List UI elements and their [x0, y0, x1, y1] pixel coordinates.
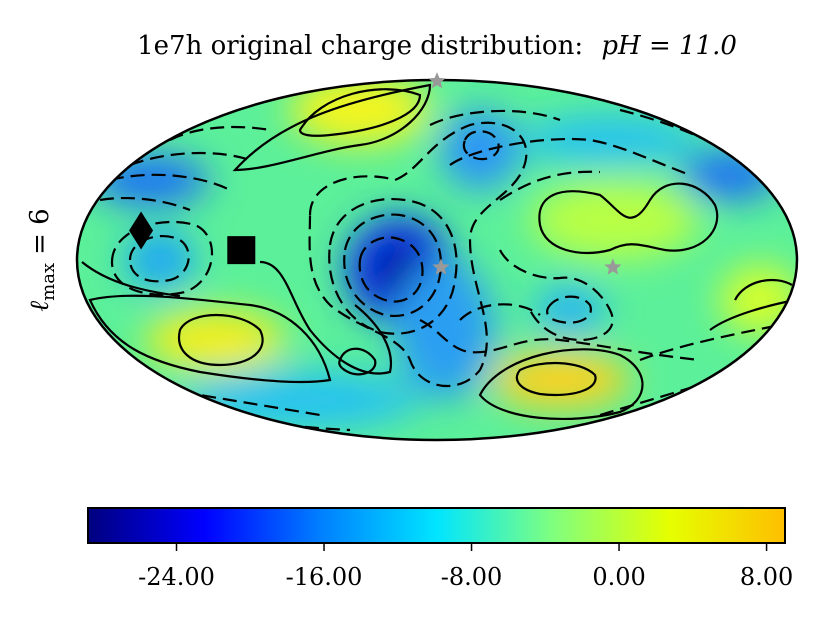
- colorbar-tick-label: -24.00: [138, 563, 215, 591]
- contour-dashed: [546, 295, 592, 324]
- contour-dashed: [459, 303, 541, 321]
- colorbar-ticks: -24.00 -16.00 -8.00 0.00 8.00: [138, 543, 793, 591]
- heatmap-blob: [440, 110, 520, 190]
- contour-dashed: [109, 173, 231, 191]
- square-marker: [227, 236, 256, 265]
- contour-lines: [81, 83, 796, 432]
- contour-solid: [232, 83, 432, 172]
- marker-layer: [129, 72, 622, 275]
- contour-solid: [259, 260, 393, 375]
- chart-title: 1e7h original charge distribution: pH = …: [137, 31, 737, 61]
- colorbar-tick-label: -16.00: [286, 563, 363, 591]
- star-marker: [604, 258, 622, 275]
- heatmap-blob: [520, 115, 700, 165]
- star-marker: [432, 258, 450, 275]
- contour-dashed: [308, 121, 528, 388]
- contour-solid: [538, 182, 719, 254]
- y-axis-label-main: ℓ: [25, 301, 55, 312]
- contour-dashed: [639, 323, 781, 362]
- contour-solid: [734, 278, 793, 301]
- y-axis-label-sub: max: [38, 263, 59, 301]
- contour-dashed: [462, 130, 500, 161]
- contour-dashed: [169, 125, 271, 141]
- contour-solid: [298, 88, 422, 137]
- y-axis-label: ℓmax = 6: [25, 208, 59, 311]
- contour-dashed: [99, 196, 191, 212]
- contour-dashed: [129, 151, 251, 167]
- y-axis-label-rest: = 6: [25, 208, 55, 255]
- heatmap-blob: [535, 285, 605, 335]
- colorbar-tick-label: 8.00: [740, 563, 793, 591]
- heatmap-blob: [395, 260, 495, 400]
- heatmap-blob: [530, 180, 700, 260]
- heatmap-blob: [145, 310, 285, 370]
- diamond-marker: [129, 211, 154, 250]
- chart-title-prefix: 1e7h original charge distribution:: [137, 31, 583, 61]
- star-marker: [428, 72, 446, 89]
- heatmap-blob: [180, 370, 420, 430]
- heatmap-blob: [680, 150, 780, 200]
- mollweide-map: [75, 72, 799, 442]
- colorbar: -24.00 -16.00 -8.00 0.00 8.00: [87, 507, 793, 591]
- contour-dashed: [499, 170, 601, 201]
- contour-dashed: [358, 236, 424, 303]
- contour-dashed: [429, 109, 561, 126]
- contour-solid: [88, 294, 332, 384]
- chart-title-math: pH = 11.0: [601, 31, 737, 61]
- contour-solid: [478, 348, 644, 420]
- heatmap-field: [77, 80, 797, 440]
- colorbar-tick-label: -8.00: [441, 563, 503, 591]
- contour-dashed: [499, 249, 614, 342]
- contour-solid: [177, 314, 264, 367]
- contour-dashed: [449, 137, 691, 177]
- colorbar-gradient: [87, 507, 786, 544]
- contour-dashed: [419, 319, 701, 362]
- heatmap-blob: [490, 352, 630, 408]
- contour-dashed: [343, 213, 443, 318]
- contour-solid: [515, 362, 597, 397]
- colorbar-tick-label: 0.00: [592, 563, 645, 591]
- heatmap-blob: [90, 155, 210, 205]
- contour-dashed: [328, 198, 458, 335]
